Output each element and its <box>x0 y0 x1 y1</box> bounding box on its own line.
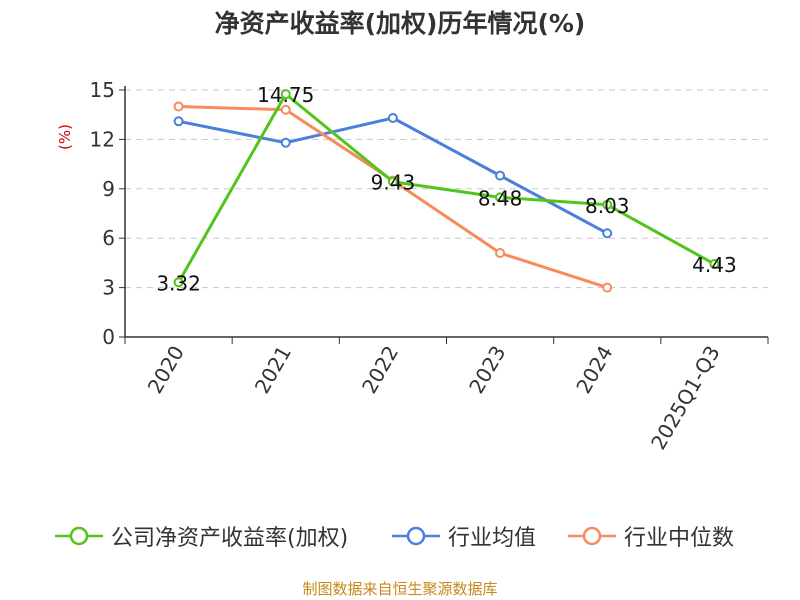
legend-item-company[interactable]: 公司净资产收益率(加权) <box>55 520 348 552</box>
legend-item-industry-median[interactable]: 行业中位数 <box>568 520 734 552</box>
data-source-note: 制图数据来自恒生聚源数据库 <box>302 580 498 598</box>
series-2-point-2021 <box>280 104 291 115</box>
x-tick-label-2023: 2023 <box>464 342 510 398</box>
data-label-2023: 8.48 <box>478 186 523 210</box>
legend-marker-industry-mean <box>392 526 440 546</box>
series-0-point-2025Q1-Q3 <box>709 259 720 270</box>
legend-label-industry-mean: 行业均值 <box>448 526 537 551</box>
series-2-point-2024 <box>602 282 613 293</box>
x-tick-label-2020: 2020 <box>143 342 189 398</box>
x-tick-label-2024: 2024 <box>571 342 617 398</box>
series-0-point-2024 <box>602 199 613 210</box>
series-0-point-2023 <box>495 192 506 203</box>
data-label-2020: 3.32 <box>156 271 201 295</box>
chart-plot: 0 3 6 9 12 15 2020 2021 2022 2023 2024 2025Q1-Q3 3.… <box>90 78 769 454</box>
y-tick-label-0: 0 <box>102 325 115 349</box>
series-2-point-2020 <box>173 101 184 112</box>
y-tick-label-3: 3 <box>102 276 115 300</box>
data-label-2021: 14.75 <box>257 83 314 107</box>
x-tick-label-2022: 2022 <box>357 342 403 398</box>
series-1-point-2021 <box>280 137 291 148</box>
series-1-point-2022 <box>387 112 398 123</box>
series-1-point-2024 <box>602 228 613 239</box>
data-label-2024: 8.03 <box>585 194 630 218</box>
series-0-point-2022 <box>387 176 398 187</box>
series-2-point-2023 <box>495 248 506 259</box>
series-line-0 <box>177 92 716 284</box>
series-1-point-2020 <box>173 116 184 127</box>
x-tick-label-2025Q1-Q3: 2025Q1-Q3 <box>646 342 725 454</box>
chart-title: 净资产收益率(加权)历年情况(%) <box>214 9 586 38</box>
y-tick-label-12: 12 <box>90 127 115 151</box>
series-0-point-2021 <box>280 89 291 100</box>
y-tick-label-15: 15 <box>90 78 115 102</box>
data-label-2022: 9.43 <box>371 171 416 195</box>
series-1-point-2023 <box>495 170 506 181</box>
legend-marker-industry-median <box>568 526 616 546</box>
series-0-point-2020 <box>173 277 184 288</box>
legend: 公司净资产收益率(加权) 行业均值 行业中位数 <box>0 520 800 554</box>
x-tick-label-2021: 2021 <box>250 342 296 398</box>
legend-item-industry-mean[interactable]: 行业均值 <box>392 520 536 552</box>
y-tick-label-9: 9 <box>102 177 115 201</box>
y-tick-label-6: 6 <box>102 226 115 250</box>
data-label-2025Q1-Q3: 4.43 <box>692 253 737 277</box>
legend-label-industry-median: 行业中位数 <box>624 526 735 551</box>
legend-marker-company <box>55 526 103 546</box>
legend-label-company: 公司净资产收益率(加权) <box>111 526 349 551</box>
